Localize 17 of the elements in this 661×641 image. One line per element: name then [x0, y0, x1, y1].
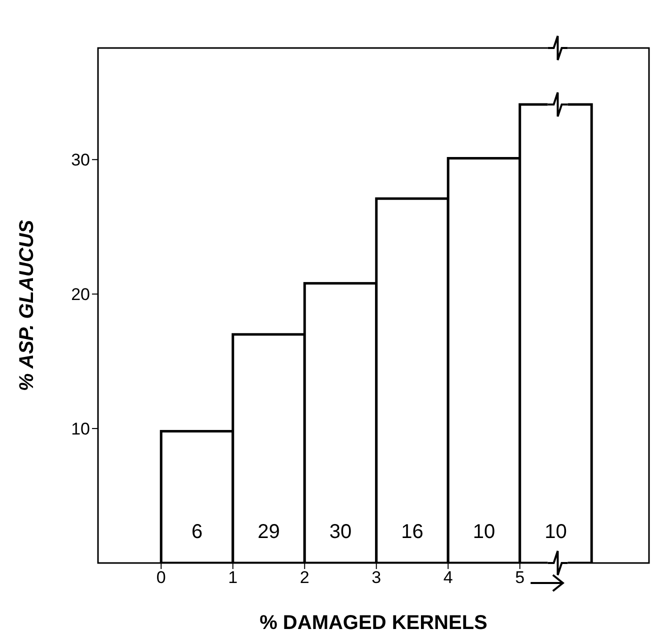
- annotation: 10: [544, 521, 567, 543]
- annotation: 6: [191, 521, 203, 543]
- y-tick-label: 20: [71, 285, 90, 304]
- x-tick-label: 5: [515, 568, 525, 588]
- annotation: 29: [258, 521, 280, 543]
- x-tick-label: 3: [372, 568, 382, 588]
- annotation: 16: [401, 521, 424, 543]
- y-tick-label: 30: [71, 150, 90, 170]
- x-tick-label: 1: [228, 568, 238, 588]
- y-tick-label: 10: [71, 420, 90, 439]
- annotation: 30: [329, 521, 352, 543]
- x-axis-title: % DAMAGED KERNELS: [260, 612, 488, 634]
- x-tick-label: 2: [300, 568, 310, 588]
- y-axis-title: % ASP. GLAUCUS: [16, 219, 38, 392]
- x-tick-label: 4: [443, 568, 453, 588]
- x-tick-label: 0: [156, 568, 166, 588]
- annotation: 10: [472, 521, 496, 543]
